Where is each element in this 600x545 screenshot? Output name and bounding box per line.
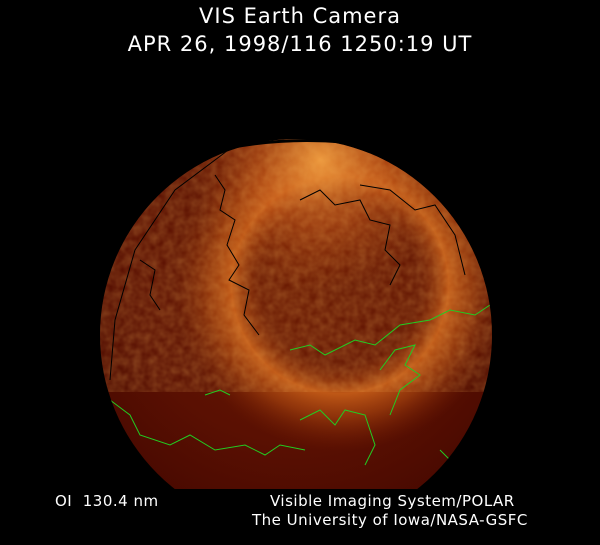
image-title: VIS Earth Camera — [199, 4, 401, 28]
texture — [100, 139, 492, 369]
image-timestamp: APR 26, 1998/116 1250:19 UT — [127, 32, 473, 56]
institution-credit: The University of Iowa/NASA-GSFC — [252, 511, 528, 529]
wavelength-label: OI 130.4 nm — [55, 492, 159, 510]
coastlines-night — [109, 144, 466, 381]
instrument-credit: Visible Imaging System/POLAR — [270, 492, 515, 510]
limb-edge — [209, 139, 401, 154]
